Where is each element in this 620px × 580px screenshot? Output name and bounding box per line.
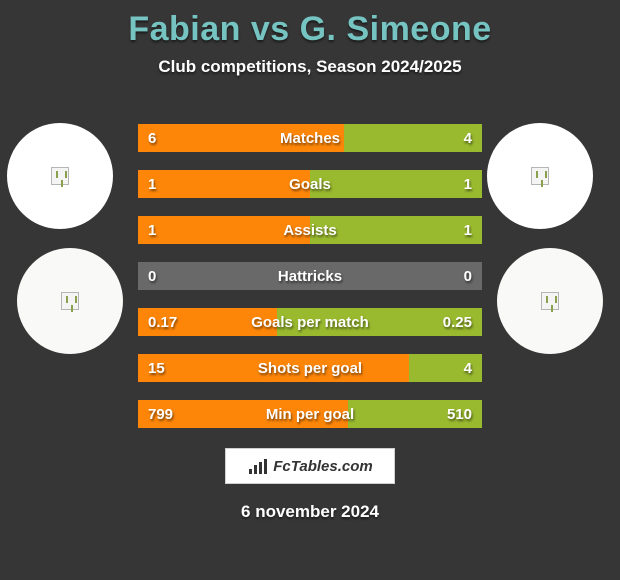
stat-row: 1Assists1 bbox=[138, 216, 482, 244]
stat-row: 15Shots per goal4 bbox=[138, 354, 482, 382]
page-subtitle: Club competitions, Season 2024/2025 bbox=[0, 57, 620, 77]
stat-label: Hattricks bbox=[138, 262, 482, 290]
image-placeholder-icon bbox=[61, 292, 79, 310]
date-label: 6 november 2024 bbox=[0, 502, 620, 522]
page-title-text: Fabian vs G. Simeone bbox=[128, 10, 491, 48]
brand-box: FcTables.com bbox=[225, 448, 395, 484]
page-title: Fabian vs G. Simeone bbox=[0, 0, 620, 49]
stat-label: Goals bbox=[138, 170, 482, 198]
stat-value-right: 1 bbox=[464, 216, 472, 244]
stat-label: Assists bbox=[138, 216, 482, 244]
stat-value-right: 4 bbox=[464, 124, 472, 152]
player-circle-2 bbox=[17, 248, 123, 354]
stat-row: 1Goals1 bbox=[138, 170, 482, 198]
stat-row: 799Min per goal510 bbox=[138, 400, 482, 428]
image-placeholder-icon bbox=[531, 167, 549, 185]
stat-label: Min per goal bbox=[138, 400, 482, 428]
image-placeholder-icon bbox=[51, 167, 69, 185]
player-circle-3 bbox=[497, 248, 603, 354]
image-placeholder-icon bbox=[541, 292, 559, 310]
brand-chart-icon bbox=[247, 457, 269, 475]
stat-value-right: 4 bbox=[464, 354, 472, 382]
stat-row: 0.17Goals per match0.25 bbox=[138, 308, 482, 336]
date-text: 6 november 2024 bbox=[241, 502, 379, 521]
stat-value-right: 0.25 bbox=[443, 308, 472, 336]
stats-bars: 6Matches41Goals11Assists10Hattricks00.17… bbox=[138, 124, 482, 446]
player-circle-0 bbox=[7, 123, 113, 229]
brand-text: FcTables.com bbox=[273, 458, 372, 475]
stat-value-right: 1 bbox=[464, 170, 472, 198]
stat-row: 0Hattricks0 bbox=[138, 262, 482, 290]
player-circle-1 bbox=[487, 123, 593, 229]
stat-label: Goals per match bbox=[138, 308, 482, 336]
stat-label: Matches bbox=[138, 124, 482, 152]
stat-value-right: 510 bbox=[447, 400, 472, 428]
stat-row: 6Matches4 bbox=[138, 124, 482, 152]
page-subtitle-text: Club competitions, Season 2024/2025 bbox=[158, 57, 461, 76]
stat-label: Shots per goal bbox=[138, 354, 482, 382]
stat-value-right: 0 bbox=[464, 262, 472, 290]
